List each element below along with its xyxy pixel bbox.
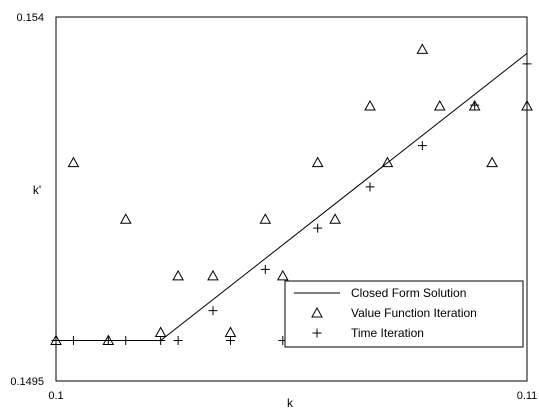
legend-label: Value Function Iteration	[351, 306, 477, 320]
triangle-marker	[329, 213, 341, 224]
triangle-marker	[259, 213, 272, 224]
legend-entry-time-iteration: Time Iteration	[312, 326, 424, 340]
plus-marker	[51, 336, 61, 346]
triangle-marker	[486, 156, 498, 168]
triangle-marker	[207, 269, 219, 281]
plus-marker	[225, 336, 235, 346]
plus-marker	[173, 336, 183, 346]
tick-marks	[55, 16, 528, 382]
triangle-marker	[172, 269, 184, 281]
plus-marker	[417, 141, 427, 151]
plus-marker	[522, 59, 532, 69]
plus-marker-swatch	[312, 328, 322, 338]
triangle-marker	[67, 156, 80, 168]
y-tick-label: 0.1495	[10, 376, 44, 388]
triangle-marker	[433, 99, 446, 111]
x-tick-label: 0.11	[517, 390, 538, 402]
legend-box	[284, 280, 524, 348]
triangle-marker	[521, 99, 533, 111]
triangle-marker-swatch	[311, 306, 323, 318]
legend: Closed Form Solution Value Function Iter…	[284, 280, 524, 348]
series-layer	[50, 43, 533, 346]
legend-label: Closed Form Solution	[351, 286, 466, 300]
plus-marker	[103, 336, 113, 346]
plus-marker	[313, 223, 323, 233]
triangle-marker	[276, 269, 289, 281]
triangle-marker	[381, 156, 394, 168]
triangle-marker	[119, 213, 132, 224]
triangle-marker	[364, 99, 376, 111]
plus-marker	[470, 100, 480, 110]
y-axis-label: k'	[33, 183, 41, 197]
legend-label: Time Iteration	[351, 326, 424, 340]
x-axis-label: k	[287, 396, 294, 410]
plus-marker	[156, 336, 166, 346]
triangle-marker	[311, 156, 324, 168]
y-tick-label: 0.154	[16, 12, 44, 24]
triangle-marker	[416, 43, 429, 54]
plus-marker	[208, 306, 218, 316]
plus-marker	[260, 264, 270, 274]
plus-marker	[121, 336, 131, 346]
plus-marker	[365, 182, 375, 192]
legend-entry-closed-form-solution: Closed Form Solution	[294, 286, 466, 300]
plus-marker	[68, 336, 78, 346]
x-tick-label: 0.1	[48, 390, 63, 402]
legend-entry-value-function-iteration: Value Function Iteration	[311, 306, 477, 320]
